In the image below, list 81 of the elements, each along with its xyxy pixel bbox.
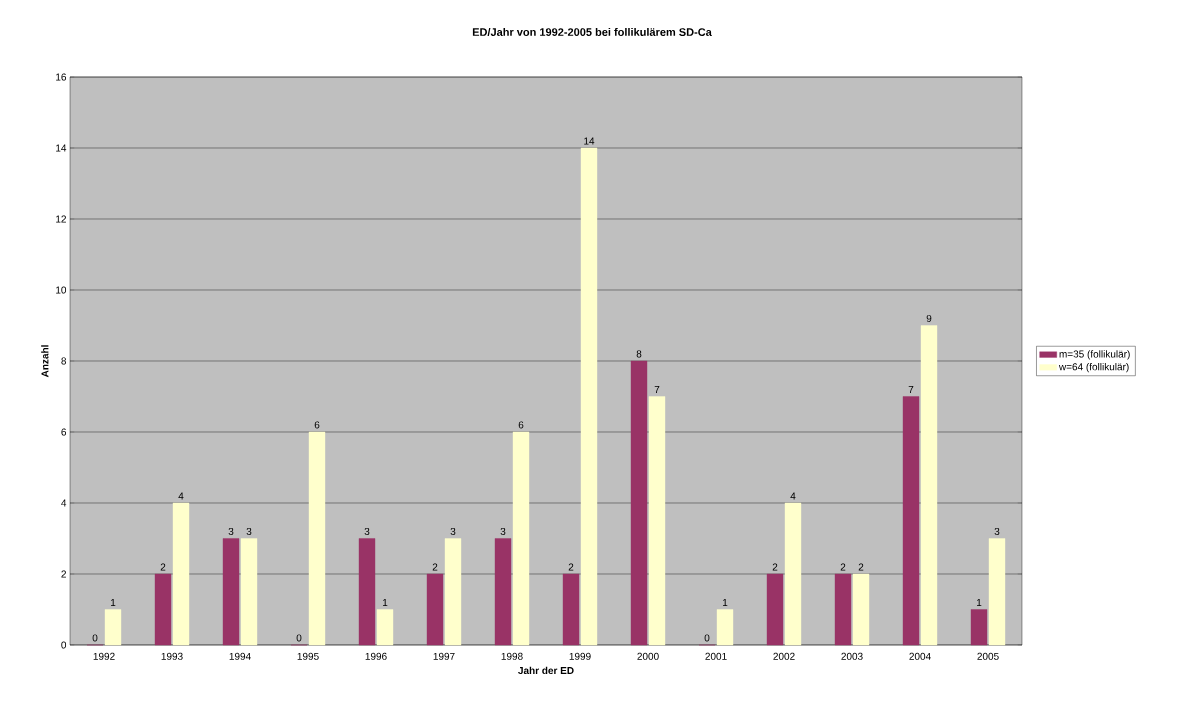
x-tick-label: 1993: [161, 652, 183, 660]
data-label: 9: [926, 314, 932, 322]
x-tick-label: 1996: [365, 652, 387, 660]
bar: [222, 538, 240, 646]
y-tick-label: 12: [56, 215, 66, 223]
data-label: 7: [908, 386, 914, 393]
bar: [444, 538, 462, 646]
y-tick-label: 4: [61, 499, 67, 507]
data-label: 4: [178, 492, 184, 500]
y-tick-label: 2: [61, 570, 66, 578]
chart-title: ED/Jahr von 1992-2005 bei follikulärem SD-Ca: [472, 27, 712, 37]
bar: [426, 573, 444, 646]
data-label: 0: [704, 634, 710, 642]
data-label: 1: [976, 599, 982, 606]
data-label: 4: [790, 492, 796, 500]
data-label: 2: [840, 563, 846, 571]
bar: [240, 538, 258, 646]
bar: [852, 573, 870, 646]
data-label: 6: [314, 421, 320, 429]
y-tick-label: 16: [56, 73, 67, 81]
data-label: 3: [228, 527, 234, 535]
x-tick-label: 2005: [977, 652, 999, 660]
y-tick-label: 0: [61, 641, 67, 649]
data-label: 2: [432, 563, 438, 571]
y-tick-label: 8: [61, 357, 67, 365]
bar: [902, 396, 920, 646]
data-label: 2: [772, 563, 778, 571]
data-label: 1: [382, 599, 388, 606]
bar: [308, 431, 326, 646]
y-axis-title: Anzahl: [41, 345, 49, 378]
data-label: 3: [450, 527, 456, 535]
x-axis-title: Jahr der ED: [518, 666, 574, 675]
data-label: 2: [858, 563, 864, 571]
x-tick-label: 2004: [909, 652, 931, 660]
y-tick-label: 14: [56, 144, 67, 152]
bar: [834, 573, 852, 646]
data-label: 1: [722, 599, 728, 606]
bar: [648, 396, 666, 646]
x-tick-label: 1997: [433, 652, 455, 660]
x-tick-label: 2002: [773, 652, 795, 660]
bar: [920, 325, 938, 646]
bar: [630, 360, 648, 646]
data-label: 8: [636, 350, 642, 358]
bar: [358, 538, 376, 646]
bar: [562, 573, 580, 646]
bar: [154, 573, 172, 646]
data-label: 0: [296, 634, 302, 642]
bar: [104, 609, 122, 646]
bar: [580, 147, 598, 646]
x-tick-label: 1998: [501, 652, 523, 660]
data-label: 3: [246, 527, 252, 535]
x-tick-label: 2003: [841, 652, 863, 660]
data-label: 6: [518, 421, 524, 429]
bar: [970, 609, 988, 646]
y-tick-label: 10: [56, 286, 67, 294]
legend-label: w=64 (follikulär): [1058, 362, 1129, 373]
data-label: 1: [111, 599, 116, 606]
y-tick-label: 6: [61, 428, 67, 436]
data-label: 0: [92, 634, 98, 642]
x-tick-label: 1994: [229, 652, 251, 660]
data-label: 7: [654, 386, 660, 393]
bar: [766, 573, 784, 646]
x-tick-label: 1992: [93, 652, 115, 660]
bar: [716, 609, 734, 646]
bar: [376, 609, 394, 646]
legend-label: m=35 (follikulär): [1059, 350, 1130, 360]
bar: [784, 502, 802, 646]
data-label: 3: [364, 527, 370, 535]
data-label: 3: [994, 527, 1000, 535]
data-label: 2: [568, 563, 574, 571]
data-label: 14: [584, 137, 595, 145]
data-label: 2: [160, 563, 166, 571]
data-label: 3: [500, 527, 506, 535]
x-tick-label: 1995: [297, 652, 319, 660]
x-tick-label: 2001: [705, 652, 727, 660]
bar: [988, 538, 1006, 646]
bar: [494, 538, 512, 646]
x-tick-label: 1999: [569, 652, 591, 660]
bar: [172, 502, 190, 646]
x-tick-label: 2000: [637, 652, 659, 660]
bar: [512, 431, 530, 646]
